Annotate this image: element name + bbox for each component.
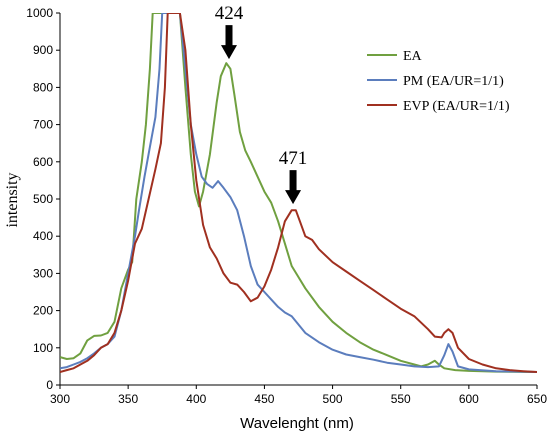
series-lines <box>60 13 537 373</box>
y-tick-label: 100 <box>33 341 53 355</box>
y-axis-title: intensity <box>4 172 21 227</box>
y-tick-label: 500 <box>33 192 53 206</box>
legend-label-2: PM (EA/UR=1/1) <box>403 74 504 89</box>
x-tick-label: 300 <box>50 392 70 406</box>
y-tick-label: 700 <box>33 118 53 132</box>
x-tick-label: 550 <box>391 392 411 406</box>
annotations: 424 471 <box>215 3 308 205</box>
y-tick-label: 900 <box>33 43 53 57</box>
y-tick-label: 200 <box>33 304 53 318</box>
y-tick-label: 300 <box>33 266 53 280</box>
x-tick-label: 600 <box>459 392 479 406</box>
y-tick-label: 400 <box>33 229 53 243</box>
y-tick-label: 600 <box>33 155 53 169</box>
x-tick-label: 450 <box>254 392 274 406</box>
series-line-3 <box>60 13 537 373</box>
y-tick-label: 1000 <box>26 6 53 20</box>
annotation-label-2: 471 <box>279 148 308 169</box>
y-tick-label: 800 <box>33 80 53 94</box>
x-tick-label: 500 <box>323 392 343 406</box>
x-tick-label: 350 <box>118 392 138 406</box>
x-tick-label: 400 <box>186 392 206 406</box>
annotation-arrow-1 <box>220 25 237 60</box>
x-axis-ticks: 300 350 400 450 500 550 600 650 <box>50 385 547 406</box>
y-axis-ticks: 0 100 200 300 400 500 600 700 800 900 1000 <box>26 6 60 392</box>
legend-label-1: EA <box>403 49 423 64</box>
legend: EA PM (EA/UR=1/1) EVP (EA/UR=1/1) <box>367 49 510 114</box>
annotation-arrow-2 <box>285 170 302 205</box>
series-line-1 <box>60 13 537 373</box>
legend-label-3: EVP (EA/UR=1/1) <box>403 99 510 114</box>
x-tick-label: 650 <box>527 392 547 406</box>
axes <box>59 13 537 386</box>
y-tick-label: 0 <box>46 378 53 392</box>
annotation-label-1: 424 <box>215 3 244 24</box>
x-axis-title: Wavelenght (nm) <box>240 415 354 432</box>
